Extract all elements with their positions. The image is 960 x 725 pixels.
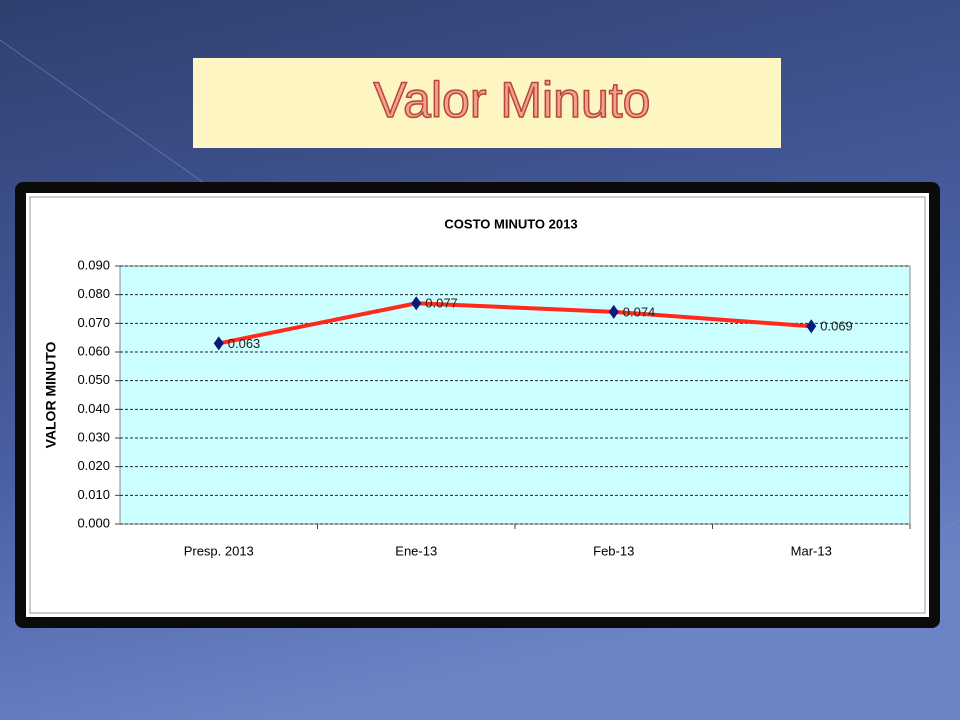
y-tick-label: 0.040 <box>77 401 110 416</box>
y-tick-label: 0.060 <box>77 343 110 358</box>
data-label: 0.069 <box>820 319 853 334</box>
y-tick-label: 0.010 <box>77 487 110 502</box>
chart-border <box>29 196 926 614</box>
y-tick-label: 0.000 <box>77 515 110 530</box>
data-marker <box>213 336 224 351</box>
title-box <box>193 58 781 148</box>
x-tick-label: Feb-13 <box>593 543 634 558</box>
y-tick-label: 0.090 <box>77 257 110 272</box>
y-tick-label: 0.020 <box>77 458 110 473</box>
x-tick-label: Presp. 2013 <box>184 543 254 558</box>
slide-title: Valor Minuto <box>374 72 651 128</box>
y-axis-label: VALOR MINUTO <box>43 341 59 448</box>
data-marker <box>806 319 817 334</box>
data-label: 0.074 <box>623 304 656 319</box>
plot-area <box>119 265 911 525</box>
data-marker <box>608 304 619 319</box>
y-tick-label: 0.050 <box>77 372 110 387</box>
x-tick-label: Mar-13 <box>791 543 832 558</box>
data-label: 0.063 <box>228 336 261 351</box>
data-marker <box>411 296 422 311</box>
data-line <box>218 301 812 346</box>
y-tick-label: 0.030 <box>77 429 110 444</box>
data-label: 0.077 <box>425 296 458 311</box>
y-tick-label: 0.070 <box>77 315 110 330</box>
y-tick-label: 0.080 <box>77 286 110 301</box>
x-tick-label: Ene-13 <box>395 543 437 558</box>
chart-title: COSTO MINUTO 2013 <box>444 216 577 231</box>
